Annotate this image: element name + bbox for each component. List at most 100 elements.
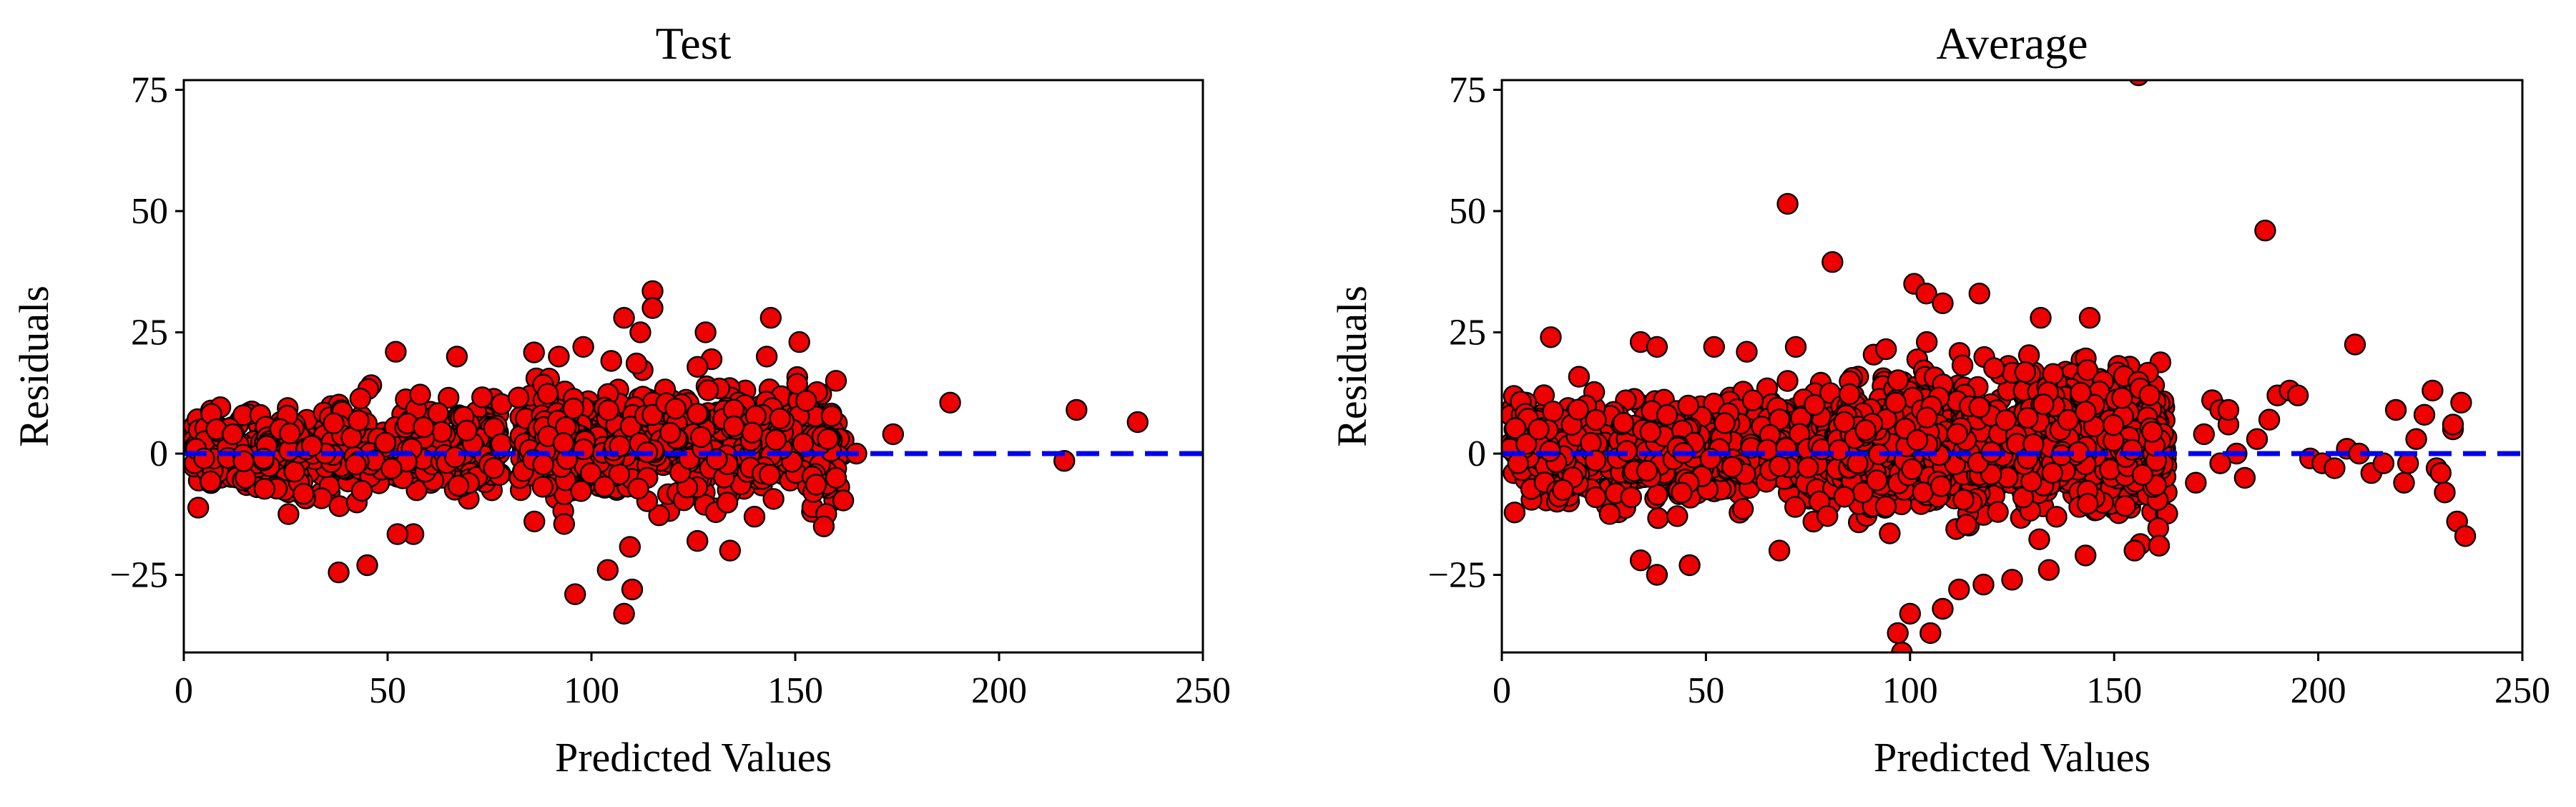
data-point xyxy=(1987,501,2009,523)
data-point xyxy=(2042,363,2065,385)
data-point xyxy=(2123,539,2145,562)
data-point xyxy=(1932,597,1954,620)
data-point xyxy=(323,412,345,434)
test-residuals-panel: 0 50 100 150 200 250 −25 0 25 50 75 Test Predicted V… xyxy=(11,18,1231,781)
data-point xyxy=(613,602,635,625)
data-point xyxy=(446,346,468,368)
data-point xyxy=(758,464,781,486)
data-point xyxy=(279,422,301,444)
data-point xyxy=(1678,554,1701,577)
data-point xyxy=(820,405,843,427)
data-point xyxy=(805,474,827,496)
data-point xyxy=(1887,369,1909,391)
data-point xyxy=(292,483,315,505)
data-point xyxy=(788,331,810,353)
data-point xyxy=(795,390,817,412)
x-tick-label: 0 xyxy=(1493,670,1511,711)
data-point xyxy=(621,578,644,601)
data-point xyxy=(2405,428,2427,450)
data-point xyxy=(1567,398,1589,421)
data-point xyxy=(2037,559,2060,581)
data-point xyxy=(619,416,641,438)
data-point xyxy=(2217,398,2240,421)
data-point xyxy=(413,416,435,439)
y-axis-label: Residuals xyxy=(1329,285,1375,447)
data-point xyxy=(686,403,709,425)
data-point xyxy=(1854,419,1877,441)
x-tick-label: 250 xyxy=(1175,670,1231,711)
data-point xyxy=(817,428,839,450)
data-point xyxy=(825,466,847,489)
data-point xyxy=(1585,486,1607,509)
data-point xyxy=(648,504,670,527)
data-point xyxy=(2138,384,2160,406)
data-point xyxy=(409,383,431,406)
data-point xyxy=(1822,251,1844,273)
data-point xyxy=(1503,502,1526,524)
y-tick-label: 25 xyxy=(1449,313,1486,353)
data-point xyxy=(1776,370,1799,392)
data-point xyxy=(687,356,709,378)
data-point xyxy=(348,409,370,431)
data-point xyxy=(659,421,682,444)
data-point xyxy=(1647,507,1669,529)
data-point xyxy=(593,475,616,498)
data-point xyxy=(2074,544,2097,567)
data-point xyxy=(1833,486,1856,508)
data-point xyxy=(579,462,602,484)
data-point xyxy=(1817,505,1839,527)
data-point xyxy=(1768,409,1791,431)
data-point xyxy=(825,370,847,392)
data-point xyxy=(1677,394,1699,417)
data-point xyxy=(759,307,782,329)
data-point xyxy=(2246,428,2268,450)
data-point xyxy=(2030,307,2052,329)
data-point xyxy=(641,404,664,426)
data-point xyxy=(1671,481,1693,504)
data-point xyxy=(2114,495,2136,517)
data-point xyxy=(1598,503,1621,525)
data-point xyxy=(1932,292,1954,315)
data-point xyxy=(2078,307,2101,329)
y-tick-label: 25 xyxy=(131,313,168,353)
data-point xyxy=(1887,622,1909,645)
data-point xyxy=(2209,452,2231,474)
data-point xyxy=(553,513,575,535)
data-point xyxy=(641,297,664,319)
data-point xyxy=(1703,392,1725,415)
data-point xyxy=(2070,381,2092,404)
data-point xyxy=(564,583,586,605)
data-point xyxy=(613,307,635,329)
data-point xyxy=(687,529,709,552)
data-point xyxy=(300,435,323,457)
data-point xyxy=(597,399,619,421)
data-point xyxy=(722,415,745,437)
data-point xyxy=(1620,486,1643,509)
data-point xyxy=(762,488,785,510)
data-point xyxy=(2102,414,2125,436)
data-point xyxy=(2148,534,2171,557)
data-point xyxy=(444,446,466,469)
data-point xyxy=(1952,489,1975,511)
data-point xyxy=(374,431,397,454)
x-tick-label: 150 xyxy=(767,670,823,711)
data-point xyxy=(562,397,584,420)
data-point xyxy=(1833,411,1856,433)
data-point xyxy=(2396,452,2419,474)
data-point xyxy=(2075,401,2097,423)
data-point xyxy=(2076,493,2099,515)
x-tick-label: 200 xyxy=(2291,670,2346,711)
data-point xyxy=(1646,564,1668,586)
data-point xyxy=(447,474,470,497)
data-point xyxy=(1629,549,1652,572)
data-point xyxy=(490,433,513,455)
data-point xyxy=(812,515,835,537)
data-point xyxy=(694,321,717,343)
data-point xyxy=(1507,452,1530,474)
average-chart-title: Average xyxy=(1937,18,2088,69)
data-point xyxy=(2111,387,2133,409)
data-point xyxy=(1721,456,1744,478)
data-point xyxy=(1912,481,1935,504)
data-point xyxy=(2254,220,2276,242)
data-point xyxy=(1542,400,1564,423)
